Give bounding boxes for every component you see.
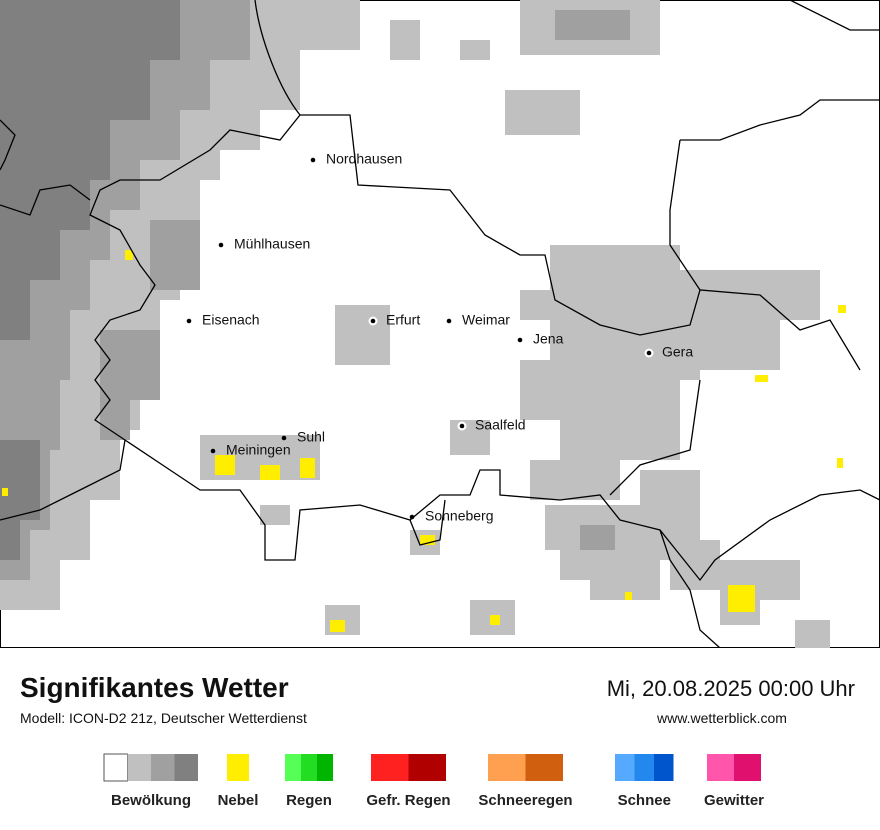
city-marker (310, 157, 316, 163)
legend-swatch (371, 754, 409, 781)
legend-swatch (525, 754, 563, 781)
city-label: Suhl (297, 429, 325, 445)
website[interactable]: www.wetterblick.com (657, 710, 787, 726)
legend-label: Bewölkung (111, 792, 191, 809)
legend-label: Gefr. Regen (366, 792, 450, 809)
legend-swatch (734, 754, 761, 781)
city-label: Meiningen (226, 442, 291, 458)
city-label: Sonneberg (425, 508, 494, 524)
city-label: Gera (662, 344, 693, 360)
city-marker (446, 318, 452, 324)
legend-swatch (707, 754, 734, 781)
legend-swatch (103, 753, 128, 782)
title: Signifikantes Wetter (20, 672, 289, 703)
legend-swatch (634, 754, 654, 781)
legend-label: Nebel (218, 792, 259, 809)
cities: Nordhausen Mühlhausen Eisenach Erfurt Weimar… (186, 151, 693, 524)
city-marker (218, 242, 224, 248)
city-label: Saalfeld (475, 417, 526, 433)
legend-swatch (174, 754, 198, 781)
city-marker (281, 435, 287, 441)
legend: Bewölkung Nebel Regen Gefr. Regen Schneerege… (103, 753, 764, 809)
legend-swatch (227, 754, 249, 781)
forecast-date: Mi, 20.08.2025 00:00 Uhr (606, 676, 855, 701)
legend-label: Schnee (618, 792, 671, 809)
legend-swatch (408, 754, 446, 781)
weather-map: Nordhausen Mühlhausen Eisenach Erfurt Weimar… (0, 0, 880, 648)
legend-swatch (615, 754, 635, 781)
city-marker (646, 350, 652, 356)
city-label: Nordhausen (326, 151, 402, 167)
city-label: Jena (533, 331, 564, 347)
city-label: Mühlhausen (234, 236, 310, 252)
legend-swatch (301, 754, 317, 781)
legend-swatch (151, 754, 175, 781)
legend-swatch (127, 754, 151, 781)
model-info: Modell: ICON-D2 21z, Deutscher Wetterdie… (20, 710, 307, 726)
city-label: Erfurt (386, 312, 420, 328)
legend-label: Gewitter (704, 792, 764, 809)
legend-label: Regen (286, 792, 332, 809)
legend-label: Schneeregen (478, 792, 572, 809)
city-label: Weimar (462, 312, 510, 328)
city-marker (517, 337, 523, 343)
legend-swatch (654, 754, 674, 781)
city-marker (459, 423, 465, 429)
borders (0, 0, 880, 648)
cloud-cover (0, 0, 846, 648)
city-marker (186, 318, 192, 324)
legend-swatch (488, 754, 526, 781)
city-marker (370, 318, 376, 324)
city-marker (210, 448, 216, 454)
city-label: Eisenach (202, 312, 260, 328)
legend-swatch (317, 754, 333, 781)
city-marker (409, 514, 415, 520)
legend-swatch (285, 754, 301, 781)
